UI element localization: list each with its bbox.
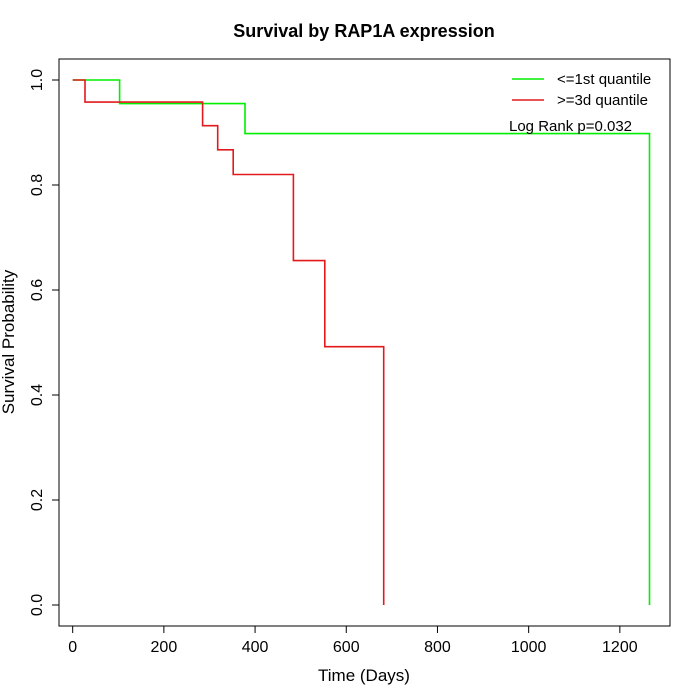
series-line-2 (72, 79, 385, 605)
y-tick-label: 0.0 (29, 594, 46, 616)
legend: <=1st quantile >=3d quantile (512, 71, 651, 109)
chart-title: Survival by RAP1A expression (233, 21, 494, 41)
y-tick-label: 0.6 (29, 279, 46, 301)
x-tick-label: 0 (68, 639, 77, 656)
legend-label-2: >=3d quantile (557, 92, 648, 109)
series-line-1 (72, 79, 651, 605)
y-tick-label: 0.8 (29, 174, 46, 196)
y-axis: 0.0 0.2 0.4 0.6 0.8 1.0 (29, 69, 60, 616)
y-tick-label: 0.2 (29, 489, 46, 511)
series-layer (72, 79, 651, 605)
x-axis-label: Time (Days) (318, 666, 410, 685)
x-tick-label: 400 (242, 639, 269, 656)
logrank-annotation: Log Rank p=0.032 (509, 118, 632, 135)
y-axis-label: Survival Probability (0, 269, 18, 414)
legend-label-1: <=1st quantile (557, 71, 651, 88)
y-tick-label: 0.4 (29, 384, 46, 406)
x-tick-label: 600 (333, 639, 360, 656)
plot-frame (58, 58, 671, 627)
x-axis: 0 200 400 600 800 1000 1200 (68, 625, 638, 656)
x-tick-label: 1000 (511, 639, 547, 656)
y-tick-label: 1.0 (29, 69, 46, 91)
x-tick-label: 1200 (602, 639, 638, 656)
x-tick-label: 800 (424, 639, 451, 656)
x-tick-label: 200 (151, 639, 178, 656)
